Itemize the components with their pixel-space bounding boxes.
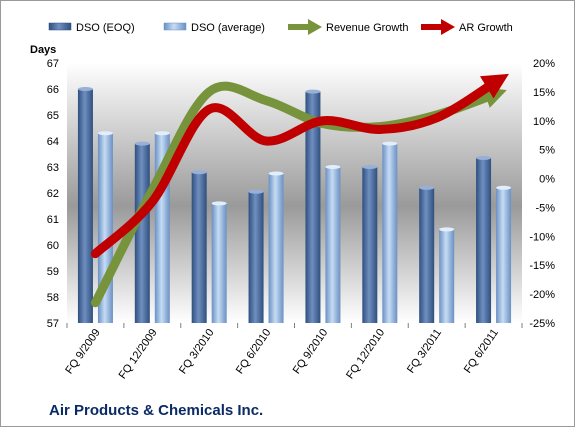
bar-cap [362, 165, 378, 169]
bar-series [77, 87, 512, 323]
bar-dso-eoq [476, 157, 492, 323]
y-tick-label: 57 [47, 318, 59, 330]
y2-tick-label: 0% [539, 174, 555, 186]
legend: DSO (EOQ) DSO (average) Revenue Growth AR G… [48, 19, 513, 35]
y-axis-label: Days [30, 44, 56, 56]
y-axis: 57 58 59 60 61 62 63 64 65 66 67 [47, 58, 59, 330]
y-tick-label: 66 [47, 84, 59, 96]
bar-dso-average [439, 229, 455, 323]
y2-tick-label: 10% [533, 116, 555, 128]
y-tick-label: 63 [47, 162, 59, 174]
y-tick-label: 64 [47, 136, 59, 148]
bar-dso-average [268, 173, 284, 323]
legend-swatch [163, 22, 187, 31]
bar-cap [305, 89, 321, 94]
x-tick-label: FQ 6/2010 [234, 327, 274, 376]
y-tick-label: 60 [47, 240, 59, 252]
x-tick-label: FQ 3/2010 [177, 327, 217, 376]
bar-dso-eoq [191, 172, 207, 323]
ar-growth-line [90, 73, 509, 259]
bar-dso-average [382, 143, 398, 323]
bar-dso-average [325, 167, 341, 323]
bar-cap [77, 87, 93, 91]
bar-cap [419, 185, 435, 190]
bar-cap [268, 171, 284, 176]
legend-label: Revenue Growth [326, 22, 409, 34]
bar-cap [191, 170, 207, 175]
line-series [90, 73, 509, 308]
y2-tick-label: -25% [529, 318, 555, 330]
bar-dso-eoq [362, 167, 378, 323]
y-tick-label: 59 [47, 266, 59, 278]
legend-arrow-icon [441, 19, 455, 35]
bar-dso-average [496, 187, 512, 323]
x-tick-label: FQ 9/2009 [63, 327, 103, 376]
y2-axis: 20% 15% 10% 5% 0% -5% -10% -15% -20% -25% [529, 58, 555, 330]
y2-tick-label: 15% [533, 87, 555, 99]
bar-cap [154, 131, 170, 136]
bar-cap [97, 131, 113, 136]
bar-cap [496, 185, 512, 190]
x-tick-label: FQ 3/2011 [405, 327, 444, 376]
y2-tick-label: -5% [535, 202, 555, 214]
legend-arrow-icon [308, 19, 322, 35]
legend-label: DSO (EOQ) [76, 22, 135, 34]
bar-dso-eoq [77, 89, 93, 323]
bar-cap [476, 155, 492, 160]
y2-tick-label: 20% [533, 58, 555, 70]
bar-cap [325, 165, 341, 169]
x-axis: FQ 9/2009 FQ 12/2009 FQ 3/2010 FQ 6/2010 FQ … [63, 323, 523, 381]
y2-tick-label: -15% [529, 260, 555, 272]
bar-cap [211, 201, 227, 206]
y-tick-label: 62 [47, 188, 59, 200]
y2-tick-label: -20% [529, 289, 555, 301]
x-tick-label: FQ 6/2011 [462, 327, 501, 376]
x-tick-label: FQ 12/2009 [117, 327, 160, 381]
y-tick-label: 61 [47, 214, 59, 226]
legend-swatch [48, 22, 72, 31]
y-tick-label: 67 [47, 58, 59, 70]
legend-label: AR Growth [459, 22, 513, 34]
bar-dso-eoq [419, 187, 435, 323]
bar-dso-eoq [248, 191, 264, 323]
bar-cap [248, 189, 264, 194]
x-tick-label: FQ 9/2010 [291, 327, 331, 376]
bar-dso-eoq [134, 143, 150, 323]
bar-cap [439, 227, 455, 232]
y2-tick-label: 5% [539, 145, 555, 157]
bar-cap [382, 141, 398, 146]
chart-title: Air Products & Chemicals Inc. [49, 402, 263, 419]
y-tick-label: 58 [47, 292, 59, 304]
y-tick-label: 65 [47, 110, 59, 122]
y2-tick-label: -10% [529, 231, 555, 243]
legend-label: DSO (average) [191, 22, 265, 34]
bar-cap [134, 141, 150, 146]
bar-dso-eoq [305, 91, 321, 323]
bar-dso-average [211, 203, 227, 323]
x-tick-label: FQ 12/2010 [344, 327, 387, 381]
